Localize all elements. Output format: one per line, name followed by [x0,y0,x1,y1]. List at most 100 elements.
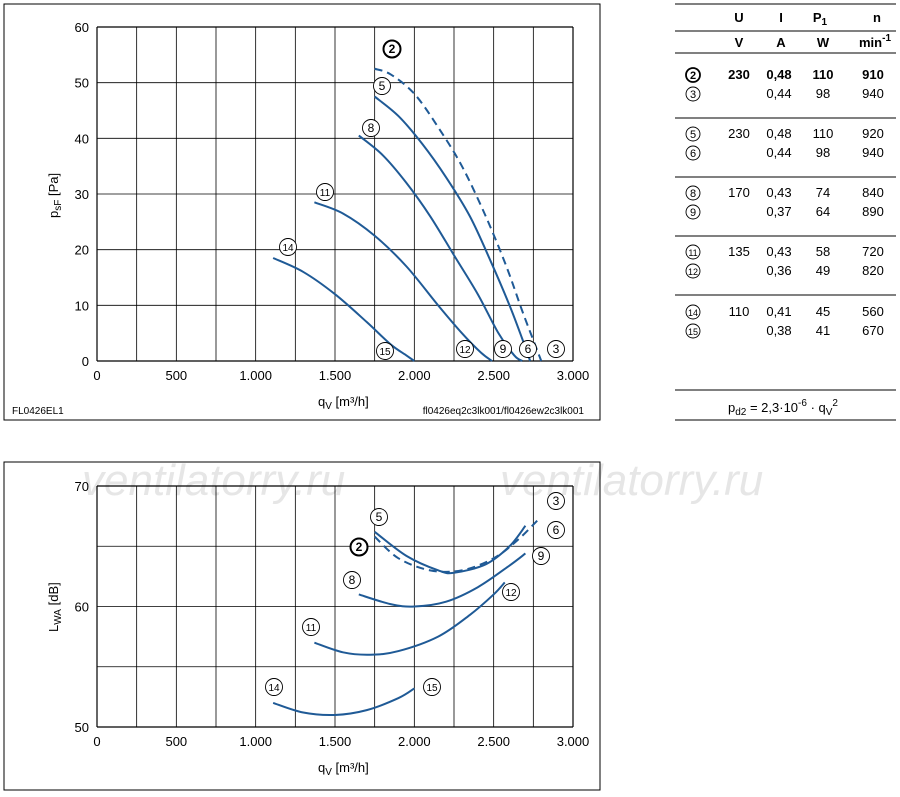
table-row-curve-marker [685,263,701,279]
pressure-y-tick-label: 0 [82,354,89,369]
noise-curve-marker-14 [265,678,283,696]
pressure-x-tick-label: 500 [165,368,187,383]
pressure-x-tick-label: 3.000 [557,368,590,383]
table-cell-n: 920 [862,126,884,141]
pressure-curve-marker-8 [362,119,380,137]
pressure-x-tick-label: 2.500 [477,368,510,383]
noise-curve-marker-label-14: 14 [268,683,280,694]
noise-curve-marker-6 [547,521,565,539]
table-row-curve-id: 11 [688,248,697,258]
table-cell-i: 0,48 [766,67,791,82]
pressure-chart: 0 500 1.000 1.500 2.000 2.500 3.000 0 10 20 30 40 5… [12,20,589,417]
table-row-curve-marker [685,145,701,161]
table-cell-u: 170 [728,185,750,200]
pressure-x-axis-label: qV [m³/h] [318,394,369,412]
pressure-y-tick-label: 40 [75,131,89,146]
pressure-curve-marker-3 [547,340,565,358]
pressure-curve-marker-label-15: 15 [379,347,391,358]
header-p-text: P [813,10,822,25]
pressure-curve-marker-label-6: 6 [525,342,532,356]
table-cell-n: 910 [862,67,884,82]
table-row-curve-marker [685,304,701,320]
noise-grid [96,485,574,728]
unit-min-text: min [859,35,882,50]
table-row-curve-id: 9 [690,207,696,219]
table-cell-u: 110 [729,304,750,319]
table-row-curve-id: 5 [690,129,696,141]
header-n: n [873,10,881,25]
table-row-curve-id: 14 [688,308,698,318]
chart-code-left: FL0426EL1 [12,406,64,417]
noise-y-ticks: 50 60 70 [75,479,89,735]
noise-x-axis-label: qV [m³/h] [318,760,369,778]
noise-x-tick-label: 1.500 [319,734,352,749]
pressure-y-tick-label: 20 [75,243,89,258]
formula-p: p [728,400,735,415]
noise-x-tick-label: 2.500 [477,734,510,749]
motor-data-table: U I P1 n V A W min-1 2 230 0,48 110 910 3 0,44… [675,3,896,421]
table-cell-i: 0,41 [766,304,791,319]
pressure-curve-14 [272,257,415,362]
pressure-curve-marker-2 [382,39,402,59]
pressure-y-ticks: 0 10 20 30 40 50 60 [75,20,89,369]
table-cell-u: 230 [728,67,750,82]
table-cell-n: 720 [862,244,884,259]
formula-coef: = 2,3·10 [746,400,798,415]
noise-x-tick-label: 500 [165,734,187,749]
table-row-curve-marker [685,126,701,142]
table-cell-p: 98 [816,86,830,101]
pressure-y-tick-label: 10 [75,298,89,313]
pressure-x-tick-label: 0 [93,368,100,383]
formula: pd2 = 2,3·10-6 · qV2 [728,398,838,418]
table-cell-n: 820 [862,263,884,278]
pressure-curve-labels: 2 3 5 6 8 9 11 12 14 15 [279,39,565,360]
table-row-curve-marker [685,86,701,102]
pressure-y-tick-label: 30 [75,187,89,202]
noise-curve-marker-label-2: 2 [356,540,363,554]
noise-x-ticks: 0 500 1.000 1.500 2.000 2.500 3.000 [93,734,589,749]
table-cell-p: 110 [813,67,834,82]
pressure-curve-marker-15 [376,342,394,360]
noise-curve-marker-label-8: 8 [349,573,356,587]
table-cell-u: 230 [728,126,750,141]
pressure-x-tick-label: 1.000 [239,368,272,383]
table-row-curve-id: 3 [690,89,696,101]
noise-x-tick-label: 2.000 [398,734,431,749]
table-cell-u: 135 [728,244,750,259]
noise-curve-marker-2 [349,537,369,557]
table-row-curve-id: 6 [690,148,696,160]
pressure-curve-marker-12 [456,340,474,358]
table-cell-i: 0,43 [766,185,791,200]
table-cell-n: 940 [862,86,884,101]
table-cell-p: 98 [816,145,830,160]
table-cell-n: 890 [862,204,884,219]
formula-exp: -6 [798,398,807,409]
pressure-curves [272,67,543,362]
pressure-curve-5 [374,95,532,362]
noise-curve-2 [373,519,539,573]
noise-curve-14 [272,687,415,717]
pressure-curve-marker-label-5: 5 [379,79,386,93]
noise-curve-marker-label-3: 3 [553,494,560,508]
table-cell-p: 49 [816,263,830,278]
table-cell-p: 110 [813,126,834,141]
table-cell-p: 58 [816,244,830,259]
noise-curve-marker-15 [423,678,441,696]
noise-x-tick-label: 1.000 [239,734,272,749]
unit-w: W [817,35,830,50]
noise-curve-marker-11 [302,618,320,636]
header-p1: P1 [813,10,828,28]
noise-x-tick-label: 0 [93,734,100,749]
pressure-curve-marker-label-11: 11 [320,188,331,199]
pressure-curve-marker-label-9: 9 [500,342,507,356]
noise-curves [272,519,539,717]
noise-curve-marker-9 [532,547,550,565]
table-row-curve-marker [685,204,701,220]
bottom-chart-frame [3,461,601,791]
noise-curve-marker-label-5: 5 [376,510,383,524]
pressure-curve-marker-6 [519,340,537,358]
table-cell-i: 0,38 [766,323,791,338]
table-cell-p: 45 [816,304,830,319]
noise-curve-marker-label-9: 9 [538,549,545,563]
noise-y-axis-label: LWA [dB] [46,582,64,632]
